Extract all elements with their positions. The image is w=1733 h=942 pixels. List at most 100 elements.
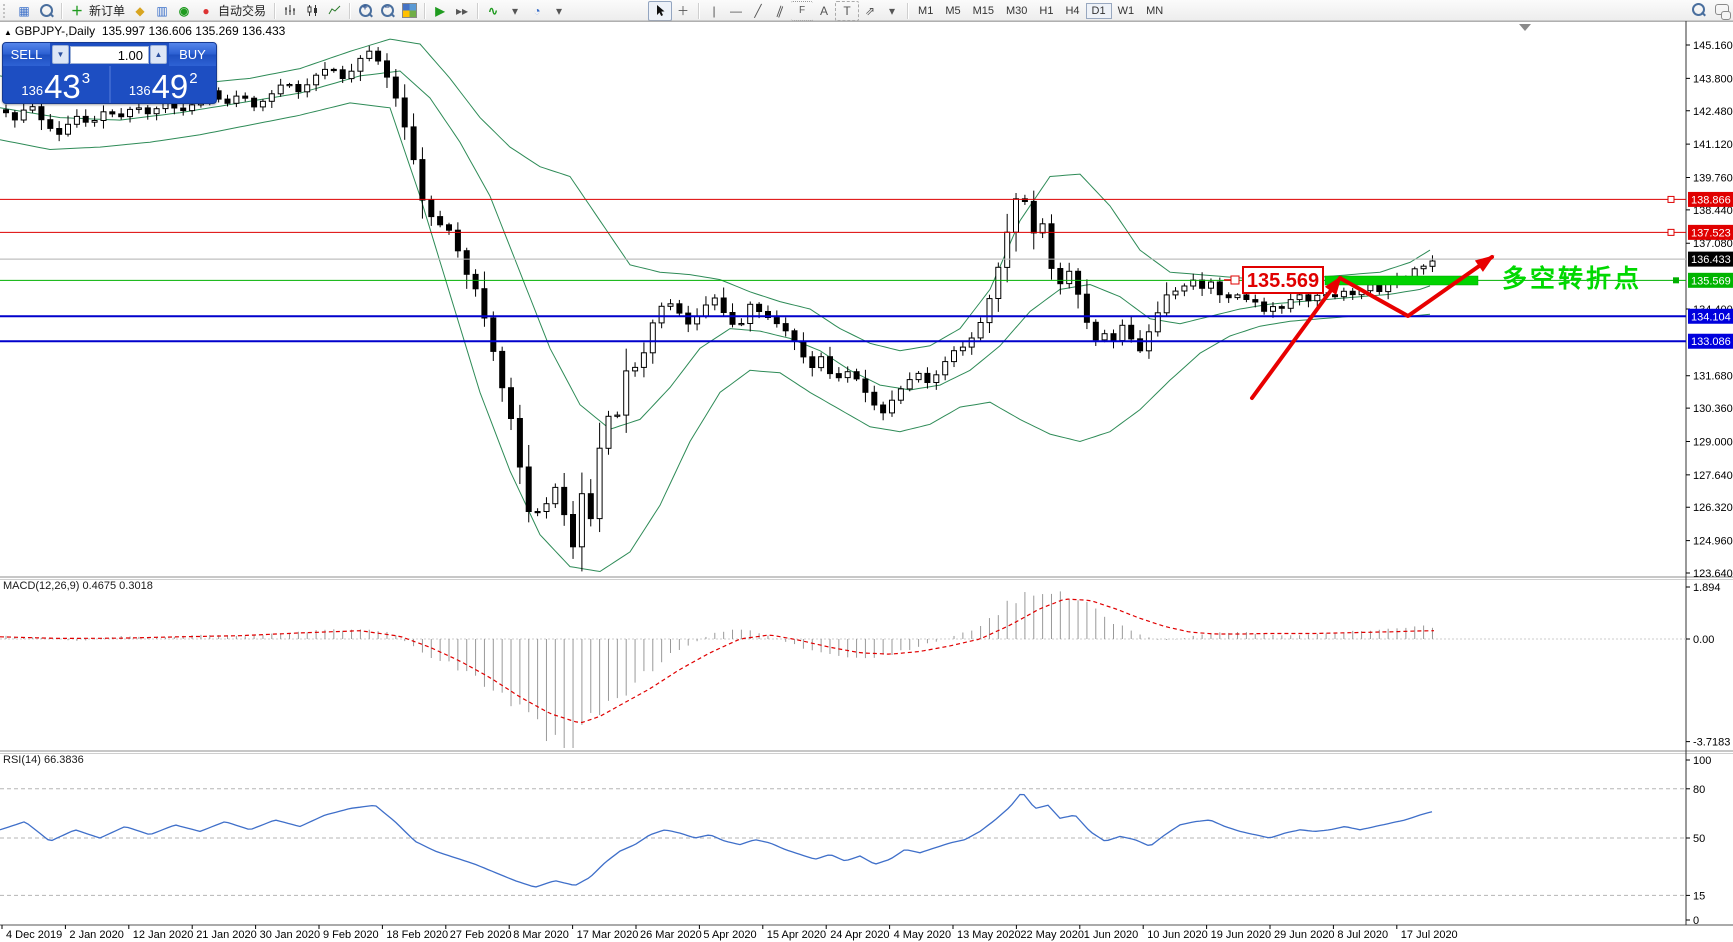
zoom-out-icon[interactable]: − — [376, 2, 398, 20]
svg-text:2 Jan 2020: 2 Jan 2020 — [69, 929, 123, 941]
buy-price-prefix: 136 — [128, 83, 151, 98]
svg-text:138.866: 138.866 — [1691, 194, 1731, 206]
chart-ohlc-values: 135.997 136.606 135.269 136.433 — [101, 24, 286, 38]
vertical-line-tool[interactable]: | — [712, 3, 716, 18]
trade-panel-divider — [108, 66, 111, 103]
toolbar-separator — [61, 2, 62, 19]
tab-timeframe-m5[interactable]: M5 — [945, 4, 961, 17]
toolbar-separator — [907, 2, 909, 19]
tab-timeframe-h4[interactable]: H4 — [1065, 4, 1080, 17]
svg-text:80: 80 — [1693, 784, 1705, 796]
buy-price[interactable]: 136 49 2 — [111, 66, 217, 103]
profiles-icon[interactable] — [35, 2, 57, 20]
svg-text:131.680: 131.680 — [1693, 371, 1733, 383]
auto-scroll-icon[interactable]: ▶ — [435, 3, 445, 18]
svg-text:127.640: 127.640 — [1693, 470, 1733, 482]
tab-timeframe-m1[interactable]: M1 — [918, 4, 934, 17]
svg-text:0.00: 0.00 — [1693, 634, 1714, 646]
svg-text:26 Mar 2020: 26 Mar 2020 — [640, 929, 702, 941]
tab-timeframe-h1[interactable]: H1 — [1039, 4, 1054, 17]
price-level-lines[interactable] — [0, 195, 1686, 343]
svg-text:15: 15 — [1693, 890, 1705, 902]
svg-text:5 Apr 2020: 5 Apr 2020 — [703, 929, 756, 941]
cursor-tool[interactable] — [648, 0, 673, 21]
horizontal-line-tool[interactable]: — — [730, 3, 743, 18]
autotrading-icon[interactable]: ● — [202, 3, 210, 18]
tab-timeframe-d1[interactable]: D1 — [1085, 2, 1112, 19]
svg-text:130.360: 130.360 — [1693, 403, 1733, 415]
candlestick-chart-icon[interactable] — [301, 2, 323, 20]
search-icon[interactable] — [1692, 2, 1705, 19]
buy-button[interactable]: BUY — [169, 43, 216, 66]
svg-text:137.080: 137.080 — [1693, 238, 1733, 250]
toolbar: ▦ ＋ 新订单 ◆ ▥ ◉ ● 自动交易 + − ▶ ▸▸ ∿ ▾ ◔ ▾ ＋ … — [0, 0, 1733, 22]
market-watch-icon[interactable]: ◆ — [135, 3, 145, 18]
chart-symbol-period: GBPJPY-,Daily — [14, 24, 96, 38]
profiles-search-icon — [39, 4, 53, 17]
fibonacci-tool[interactable]: F — [791, 0, 814, 21]
chart-shift-icon[interactable]: ▸▸ — [456, 3, 469, 18]
svg-text:135.569: 135.569 — [1247, 270, 1319, 292]
svg-text:143.800: 143.800 — [1693, 73, 1733, 85]
indicators-dropdown-icon[interactable]: ▾ — [512, 3, 519, 18]
zoom-in-icon[interactable]: + — [354, 2, 376, 20]
text-tool[interactable]: A — [820, 3, 829, 18]
svg-text:27 Feb 2020: 27 Feb 2020 — [450, 929, 512, 941]
community-chat-icon[interactable] — [1715, 3, 1731, 20]
arrows-tool[interactable]: ⇗ — [865, 3, 876, 18]
bar-chart-icon[interactable] — [279, 2, 301, 20]
periods-dropdown-icon[interactable]: ▾ — [556, 3, 563, 18]
indicators-icon[interactable]: ∿ — [488, 3, 499, 18]
rsi-indicator-value: 66.3836 — [43, 754, 84, 766]
volume-stepper: ▼ 1.00 ▲ — [50, 43, 169, 66]
svg-text:124.960: 124.960 — [1693, 536, 1733, 548]
svg-text:29 Jun 2020: 29 Jun 2020 — [1274, 929, 1335, 941]
sell-price[interactable]: 136 43 3 — [3, 66, 109, 103]
navigator-icon[interactable]: ◉ — [178, 3, 190, 18]
svg-text:142.480: 142.480 — [1693, 106, 1733, 118]
chart-marker-icon: ▲ — [4, 28, 12, 37]
volume-up-button[interactable]: ▲ — [150, 45, 167, 64]
trendline-tool[interactable]: ╱ — [754, 3, 762, 18]
arrows-dropdown-icon[interactable]: ▾ — [889, 3, 896, 18]
data-window-icon[interactable]: ▥ — [156, 3, 168, 18]
toolbar-separator — [274, 2, 276, 19]
chart-title: ▲ GBPJPY-,Daily 135.997 136.606 135.269 1… — [4, 24, 285, 38]
svg-text:133.086: 133.086 — [1691, 336, 1731, 348]
volume-input[interactable]: 1.00 — [70, 45, 149, 64]
volume-down-button[interactable]: ▼ — [52, 45, 69, 64]
tab-timeframe-mn[interactable]: MN — [1146, 4, 1164, 17]
periods-clock-icon[interactable]: ◔ — [533, 3, 541, 18]
svg-text:0: 0 — [1693, 915, 1699, 927]
svg-text:100: 100 — [1693, 755, 1711, 767]
line-chart-icon[interactable] — [323, 2, 345, 20]
price-callout-box — [1242, 266, 1324, 294]
svg-text:30 Jan 2020: 30 Jan 2020 — [260, 929, 321, 941]
svg-text:4 Dec 2019: 4 Dec 2019 — [6, 929, 62, 941]
sell-price-big: 43 — [44, 67, 81, 104]
sell-button[interactable]: SELL — [3, 43, 50, 66]
svg-text:17 Jul 2020: 17 Jul 2020 — [1401, 929, 1458, 941]
crosshair-tool[interactable]: ＋ — [677, 3, 690, 18]
tile-windows-icon[interactable] — [398, 2, 420, 20]
toolbar-separator — [698, 2, 700, 19]
autotrading-button[interactable]: 自动交易 — [218, 4, 267, 18]
tab-timeframe-w1[interactable]: W1 — [1117, 4, 1135, 17]
tab-timeframe-m30[interactable]: M30 — [1006, 4, 1028, 17]
toolbar-separator — [349, 2, 351, 19]
toolbar-grip — [3, 3, 9, 18]
new-order-icon[interactable]: ＋ — [70, 3, 83, 18]
price-axis[interactable]: 145.160 143.800 142.480 141.120 139.760 138.4… — [1686, 40, 1733, 927]
new-order-button[interactable]: 新订单 — [89, 4, 126, 18]
charts-grid-icon[interactable]: ▦ — [18, 3, 30, 18]
sell-price-prefix: 136 — [21, 83, 44, 98]
svg-text:141.120: 141.120 — [1693, 139, 1733, 151]
svg-text:123.640: 123.640 — [1693, 568, 1733, 580]
text-label-tool[interactable]: T — [835, 0, 860, 21]
time-axis[interactable]: 4 Dec 2019 2 Jan 2020 12 Jan 2020 21 Jan 20… — [1, 925, 1458, 941]
annotations[interactable]: 135.569 多空转折点 — [1224, 24, 1642, 400]
candles — [3, 45, 1436, 572]
tab-timeframe-m15[interactable]: M15 — [972, 4, 994, 17]
sell-price-sup: 3 — [81, 70, 91, 87]
